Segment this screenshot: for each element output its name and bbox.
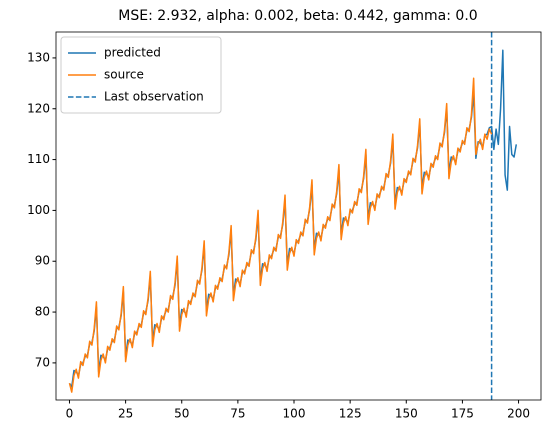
y-tick-label: 70 [35, 355, 50, 369]
y-tick-label: 90 [35, 254, 50, 268]
x-tick-label: 150 [395, 407, 418, 421]
x-tick-label: 75 [230, 407, 245, 421]
x-tick-label: 175 [451, 407, 474, 421]
line-series [68, 77, 493, 393]
x-tick-label: 0 [66, 407, 74, 421]
x-tick-label: 200 [507, 407, 530, 421]
x-tick-label: 100 [283, 407, 306, 421]
legend: predicted source Last observation [60, 36, 222, 114]
x-tick-label: 25 [118, 407, 133, 421]
y-tick-label: 110 [27, 152, 50, 166]
y-tick-label: 120 [27, 101, 50, 115]
y-tick-label: 80 [35, 305, 50, 319]
legend-box [60, 36, 222, 114]
legend-label: source [104, 68, 144, 82]
legend-label: Last observation [104, 90, 204, 104]
x-tick-label: 125 [339, 407, 362, 421]
y-tick-label: 130 [27, 50, 50, 64]
x-tick-label: 50 [174, 407, 189, 421]
y-tick-label: 100 [27, 203, 50, 217]
axes-frame [55, 31, 542, 401]
chart-title: MSE: 2.932, alpha: 0.002, beta: 0.442, g… [118, 8, 477, 24]
legend-label: predicted [104, 46, 161, 60]
